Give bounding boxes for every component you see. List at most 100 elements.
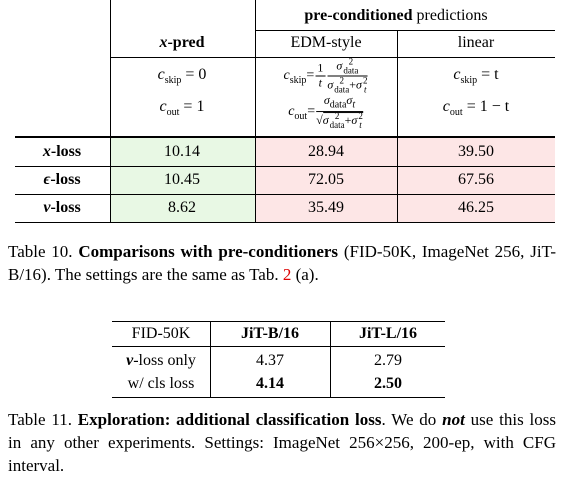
row-text: -loss	[50, 143, 82, 160]
row-text: -loss	[50, 171, 81, 188]
symbol: v	[126, 352, 134, 369]
caption-emphasis: not	[442, 410, 465, 429]
row-label: v-loss only	[126, 352, 196, 370]
group-header: pre-conditioned predictions	[304, 7, 487, 25]
caption-text: use this loss in any other experiments. …	[8, 410, 556, 475]
col-text: -pred	[167, 34, 205, 51]
text: t	[363, 84, 367, 95]
text-part: 2 data	[343, 56, 359, 76]
green-bg	[110, 137, 255, 223]
text: +	[349, 77, 357, 92]
row-label: ϵ-loss	[43, 171, 80, 189]
h-rule	[255, 30, 555, 31]
col-header: x-pred	[159, 34, 204, 52]
text: √	[316, 112, 323, 127]
text: σ	[336, 58, 343, 73]
v-rule	[110, 0, 111, 223]
v-rule	[255, 0, 256, 223]
v-rule	[210, 321, 211, 398]
text: σ	[351, 112, 358, 127]
h-rule	[15, 222, 555, 223]
text: t	[359, 119, 362, 130]
formula: cout = 1	[160, 98, 205, 118]
text: c	[288, 104, 295, 120]
col-header: EDM-style	[290, 34, 362, 51]
text: =	[307, 104, 316, 120]
text: 2	[339, 75, 345, 86]
cell-value: 2.79	[374, 352, 402, 369]
cell-value: 4.37	[256, 352, 284, 369]
text-part: σ 2 data +σ 2 t	[327, 75, 368, 95]
h-rule	[112, 397, 445, 398]
table-ref[interactable]: 2	[282, 265, 292, 284]
cell-value: 2.50	[374, 375, 402, 392]
text: c	[442, 97, 450, 115]
v-rule	[397, 31, 398, 223]
cell-value: 67.56	[458, 171, 494, 188]
caption-text: (FID-50K, ImageNet 256, JiT-B/16). The s…	[8, 242, 557, 284]
text: t	[352, 99, 356, 111]
text: = t	[481, 65, 499, 83]
group-header-text: predictions	[416, 7, 488, 24]
col-header: linear	[457, 34, 495, 51]
text: +	[344, 112, 352, 127]
text: out	[166, 107, 180, 119]
text-part: 2 data	[329, 111, 345, 130]
caption-label: Table 10.	[8, 242, 73, 261]
row-label: w/ cls loss	[128, 375, 195, 393]
text: skip	[289, 75, 307, 87]
row-text: -loss only	[133, 352, 196, 369]
text: skip	[164, 75, 182, 87]
pink-bg	[255, 137, 555, 223]
cell-value: 10.45	[164, 171, 200, 188]
text: data	[329, 119, 345, 130]
h-rule	[15, 136, 555, 138]
v-rule	[330, 321, 331, 398]
caption-10: Table 10. Comparisons with pre-condition…	[8, 240, 556, 286]
formula: cskip = 0	[158, 66, 207, 86]
row-label: v-loss	[43, 199, 80, 217]
cell-value: 28.94	[308, 143, 344, 160]
text-part: σdataσt √σ 2 data +σ 2 t	[316, 93, 363, 130]
caption-label: Table 11.	[8, 410, 72, 429]
text: σ	[322, 112, 329, 127]
cell-value: 39.50	[458, 143, 494, 160]
symbol: x	[159, 34, 168, 51]
text: 2	[358, 110, 363, 121]
row-text: w/ cls loss	[127, 375, 195, 392]
text: out	[294, 111, 308, 123]
text: data	[343, 65, 359, 76]
text: c	[283, 68, 290, 84]
text: data	[334, 84, 350, 95]
col-header: FID-50K	[131, 325, 191, 342]
cell-value: 8.62	[168, 199, 196, 216]
caption-text: . We do	[381, 410, 437, 429]
caption-11: Table 11. Exploration: additional classi…	[8, 408, 556, 477]
text: σ	[327, 77, 334, 92]
symbol: v	[43, 199, 51, 216]
cell-value: 4.14	[256, 375, 284, 392]
text: c	[453, 65, 461, 83]
symbol: x	[42, 143, 51, 160]
text-part: σdataσt	[316, 93, 363, 112]
text: σ	[356, 77, 362, 92]
text-part: σ 2 data +σ 2 t	[322, 110, 363, 130]
text: =	[306, 68, 315, 84]
text: c	[157, 65, 165, 83]
text-part: √σ 2 data +σ 2 t	[316, 110, 363, 130]
text: = 1 − t	[466, 97, 510, 115]
h-rule	[15, 194, 555, 195]
text: skip	[460, 75, 478, 87]
row-text: -loss	[50, 199, 81, 216]
text: σ	[323, 93, 330, 108]
text: t	[318, 75, 323, 90]
text-part: σ 2 data σ 2 data +σ 2 t	[327, 56, 368, 95]
text: 2	[348, 56, 354, 67]
formula: cskip= 1 t σ 2 data σ 2 data +σ 2 t	[283, 56, 369, 95]
h-rule	[15, 166, 555, 167]
